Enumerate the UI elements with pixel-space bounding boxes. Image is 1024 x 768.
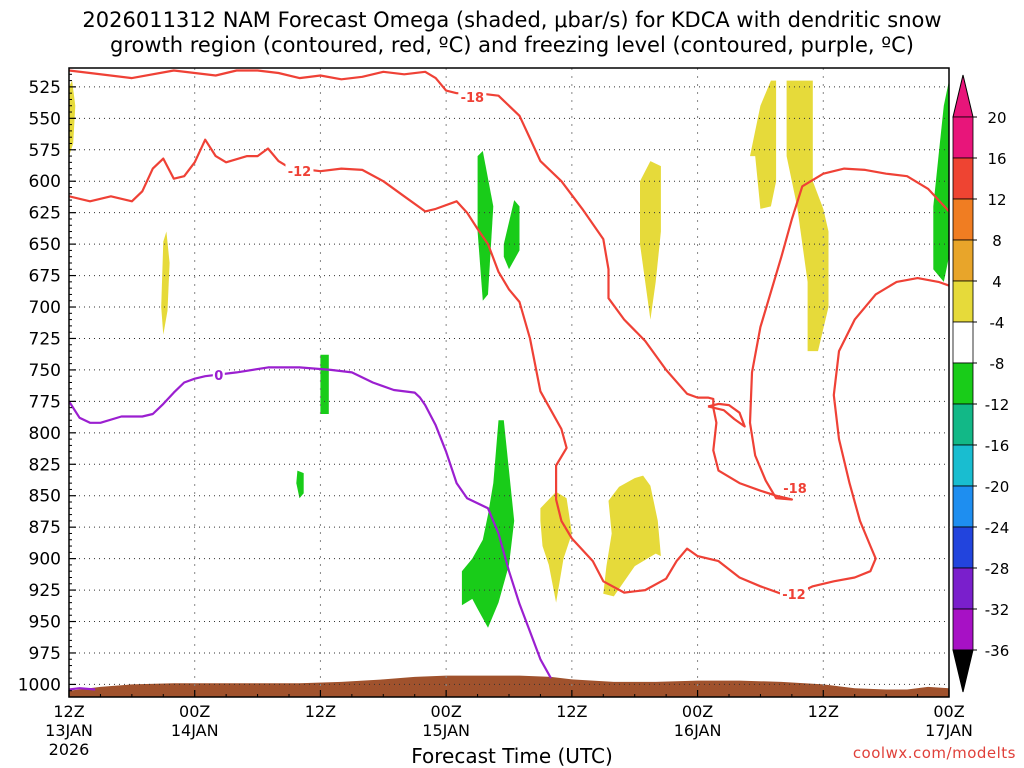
colorbar-swatch-16 (952, 157, 974, 200)
chart-title-line2: growth region (contoured, red, ºC) and f… (110, 33, 914, 57)
colorbar-swatch--28 (952, 567, 974, 610)
contour-label-bg-2 (285, 163, 314, 179)
colorbar-swatch--12 (952, 403, 974, 446)
y-tick-label-700: 700 (29, 298, 61, 318)
colorbar-label--16: -16 (985, 437, 1010, 455)
y-tick-label-550: 550 (29, 109, 61, 129)
colorbar-swatch--20 (952, 485, 974, 528)
contour-label-bg-3 (212, 366, 225, 382)
contour-label-3: 0 (214, 369, 223, 384)
omega-positive-region-3 (540, 491, 572, 603)
omega-positive-region-4 (603, 475, 661, 597)
colorbar-label--32: -32 (985, 601, 1010, 619)
y-tick-label-775: 775 (29, 392, 61, 412)
colorbar-swatch-8 (952, 239, 974, 282)
y-tick-label-1000: 1000 (18, 675, 61, 695)
y-tick-label-675: 675 (29, 267, 61, 287)
contour-label-5: -12 (782, 588, 806, 603)
y-tick-label-825: 825 (29, 455, 61, 475)
x-tick-label-0-0: 12Z (53, 702, 84, 721)
contour-label-4: -18 (783, 482, 807, 497)
colorbar-label--4: -4 (990, 314, 1005, 332)
y-tick-label-800: 800 (29, 424, 61, 444)
omega-negative-region-6 (933, 80, 949, 282)
contour-label-2: -12 (288, 165, 312, 180)
omega-negative-region-5 (461, 420, 515, 628)
colorbar-label-4: 4 (992, 273, 1002, 291)
colorbar-swatch--8 (952, 362, 974, 405)
omega-negative-region-1 (477, 151, 494, 301)
terrain-fill (69, 675, 949, 697)
y-tick-label-525: 525 (29, 78, 61, 98)
freezing-level-surface-segment (69, 687, 96, 691)
plot-frame (68, 67, 950, 698)
x-tick-label-12-1: 14JAN (171, 721, 219, 740)
colorbar-label-16: 16 (987, 150, 1006, 168)
x-tick-label-60-0: 00Z (682, 702, 713, 721)
y-tick-label-600: 600 (29, 172, 61, 192)
y-tick-label-575: 575 (29, 141, 61, 161)
colorbar-swatch-12 (952, 198, 974, 241)
minus18-isotherm-contour (69, 69, 949, 501)
y-tick-label-750: 750 (29, 361, 61, 381)
x-axis-title: Forecast Time (UTC) (411, 744, 613, 768)
colorbar-swatch--16 (952, 444, 974, 487)
x-tick-label-24-0: 12Z (305, 702, 336, 721)
omega-negative-region-4 (296, 470, 304, 499)
y-tick-label-650: 650 (29, 235, 61, 255)
y-tick-label-975: 975 (29, 644, 61, 664)
colorbar-label--24: -24 (985, 519, 1010, 537)
y-tick-label-625: 625 (29, 204, 61, 224)
omega-negative-region-3 (320, 354, 329, 414)
y-tick-label-925: 925 (29, 581, 61, 601)
y-tick-label-900: 900 (29, 550, 61, 570)
contour-label-bg-1 (458, 88, 487, 104)
x-tick-label-0-2: 2026 (49, 740, 90, 759)
y-tick-label-725: 725 (29, 329, 61, 349)
colorbar-swatch--32 (952, 608, 974, 651)
contour-label-1: -18 (461, 91, 485, 106)
site-credit: coolwx.com/modelts (852, 744, 1016, 762)
omega-positive-region-2 (161, 231, 170, 335)
colorbar-label--28: -28 (985, 560, 1010, 578)
colorbar-bottom-arrow (952, 649, 974, 693)
y-tick-label-850: 850 (29, 487, 61, 507)
colorbar-swatch-4 (952, 280, 974, 323)
x-tick-label-36-1: 15JAN (422, 721, 470, 740)
colorbar-label-12: 12 (987, 191, 1006, 209)
colorbar-label--8: -8 (990, 355, 1005, 373)
colorbar-label--20: -20 (985, 478, 1010, 496)
colorbar-top-arrow (952, 74, 974, 118)
colorbar-label--12: -12 (985, 396, 1010, 414)
x-tick-label-72-0: 12Z (808, 702, 839, 721)
x-tick-label-84-0: 00Z (933, 702, 964, 721)
omega-positive-region-6 (750, 80, 777, 209)
colorbar-swatch-20 (952, 116, 974, 159)
freezing-level-contour (69, 366, 552, 679)
x-tick-label-12-0: 00Z (179, 702, 210, 721)
minus18-isotherm-loop (707, 402, 746, 428)
x-tick-label-84-1: 17JAN (925, 721, 973, 740)
minus12-isotherm-contour (69, 138, 949, 598)
y-tick-label-875: 875 (29, 518, 61, 538)
contour-label-bg-5 (779, 585, 808, 601)
x-tick-label-0-1: 13JAN (45, 721, 93, 740)
x-tick-label-48-0: 12Z (556, 702, 587, 721)
chart-title-line1: 2026011312 NAM Forecast Omega (shaded, μ… (82, 8, 942, 32)
colorbar-swatch--24 (952, 526, 974, 569)
x-tick-label-36-0: 00Z (430, 702, 461, 721)
colorbar-label-8: 8 (992, 232, 1002, 250)
contour-label-bg-4 (781, 480, 809, 496)
y-tick-label-950: 950 (29, 613, 61, 633)
omega-positive-region-5 (640, 161, 661, 320)
colorbar-swatch--4 (952, 321, 974, 364)
omega-positive-region-7 (786, 80, 829, 352)
colorbar-label-20: 20 (987, 109, 1006, 127)
colorbar-label--36: -36 (985, 642, 1010, 660)
x-tick-label-60-1: 16JAN (674, 721, 722, 740)
omega-negative-region-2 (503, 200, 520, 270)
